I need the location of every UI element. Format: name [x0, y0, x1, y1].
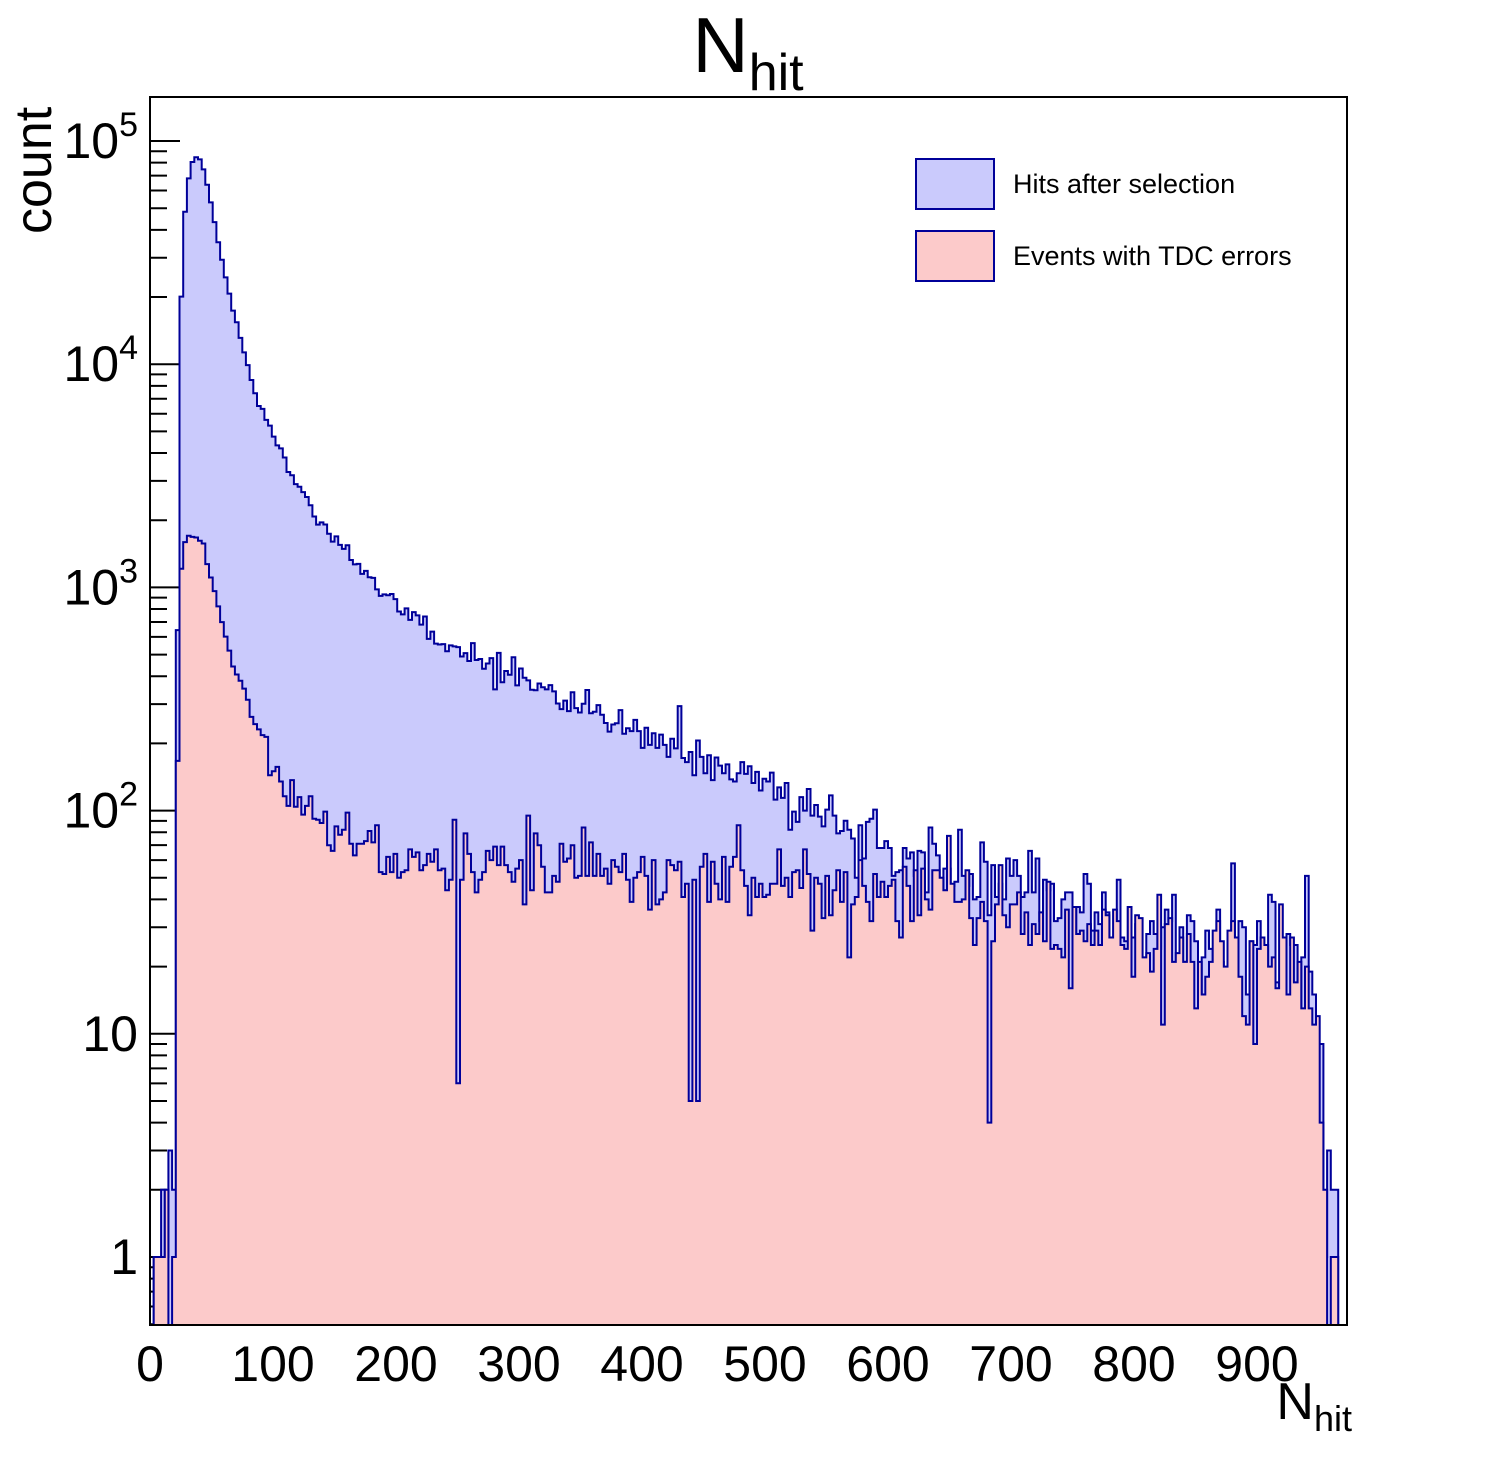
y-tick-label: 104 [63, 329, 138, 392]
x-tick-label: 800 [1092, 1336, 1175, 1392]
legend-item-events-with-tdc-errors: Events with TDC errors [915, 230, 1292, 282]
y-tick-label: 105 [63, 106, 138, 169]
x-tick-label: 300 [477, 1336, 560, 1392]
x-tick-label: 100 [231, 1336, 314, 1392]
series-events-with-tdc-errors [150, 534, 1346, 1326]
legend-label: Hits after selection [1013, 168, 1236, 199]
x-tick-label: 600 [846, 1336, 929, 1392]
x-axis-title-main: N [1276, 1373, 1314, 1431]
y-tick-label: 102 [63, 776, 138, 839]
legend-item-hits-after-selection: Hits after selection [915, 158, 1292, 210]
x-tick-label: 700 [969, 1336, 1052, 1392]
legend-swatch-hits-after-selection [915, 158, 995, 210]
legend-swatch-events-with-tdc-errors [915, 230, 995, 282]
y-tick-label: 10 [82, 1006, 138, 1062]
axis-tick-labels: 0 100 200 300 400 500 600 700 800 900 1 10 102 103 104… [63, 106, 1298, 1392]
y-tick-label: 103 [63, 552, 138, 615]
x-tick-label: 500 [723, 1336, 806, 1392]
x-axis-title: Nhit [1276, 1373, 1352, 1437]
chart-title: Nhit [692, 6, 803, 99]
plot-frame [149, 96, 1348, 1326]
chart-title-main: N [692, 1, 749, 89]
legend-label: Events with TDC errors [1013, 240, 1292, 271]
x-tick-label: 200 [354, 1336, 437, 1392]
legend: Hits after selection Events with TDC err… [915, 158, 1292, 302]
x-tick-label: 0 [136, 1336, 164, 1392]
histogram-series [150, 156, 1346, 1326]
x-tick-label: 900 [1215, 1336, 1298, 1392]
x-axis-title-sub: hit [1313, 1398, 1352, 1439]
x-tick-label: 400 [600, 1336, 683, 1392]
y-axis-title: count [5, 106, 63, 234]
chart-title-sub: hit [748, 44, 804, 102]
y-tick-label: 1 [110, 1229, 138, 1285]
